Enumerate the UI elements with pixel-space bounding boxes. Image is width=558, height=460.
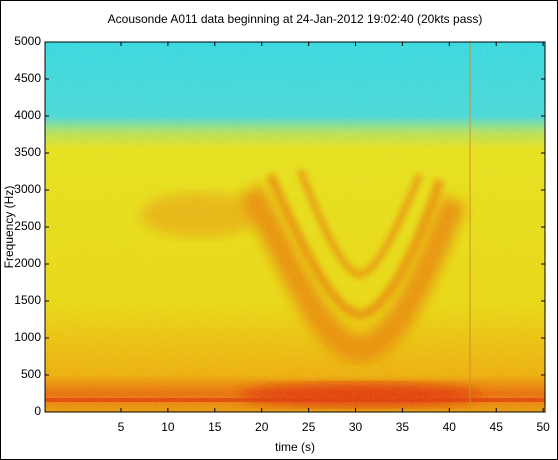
y-tick-label: 3500 <box>14 145 41 159</box>
y-tick-label: 500 <box>21 367 41 381</box>
y-tick-label: 4500 <box>14 71 41 85</box>
x-tick-label: 10 <box>161 420 175 434</box>
x-tick-label: 45 <box>490 420 504 434</box>
y-tick-label: 0 <box>34 404 41 418</box>
y-tick-label: 2000 <box>14 256 41 270</box>
y-tick-label: 1000 <box>14 330 41 344</box>
x-tick-label: 40 <box>443 420 457 434</box>
y-tick-label: 2500 <box>14 219 41 233</box>
chart-title: Acousonde A011 data beginning at 24-Jan-… <box>108 12 483 26</box>
y-tick-label: 3000 <box>14 182 41 196</box>
x-tick-label: 15 <box>208 420 222 434</box>
y-tick-label: 4000 <box>14 108 41 122</box>
y-tick-label: 1500 <box>14 293 41 307</box>
x-tick-label: 20 <box>255 420 269 434</box>
x-tick-label: 5 <box>118 420 125 434</box>
x-tick-label: 35 <box>396 420 410 434</box>
y-tick-label: 5000 <box>14 34 41 48</box>
x-tick-label: 25 <box>302 420 316 434</box>
spectrogram-image <box>45 42 545 412</box>
x-tick-label: 50 <box>536 420 550 434</box>
x-tick-label: 30 <box>349 420 363 434</box>
x-axis-label: time (s) <box>275 440 315 454</box>
y-axis-label: Frequency (Hz) <box>2 186 16 269</box>
